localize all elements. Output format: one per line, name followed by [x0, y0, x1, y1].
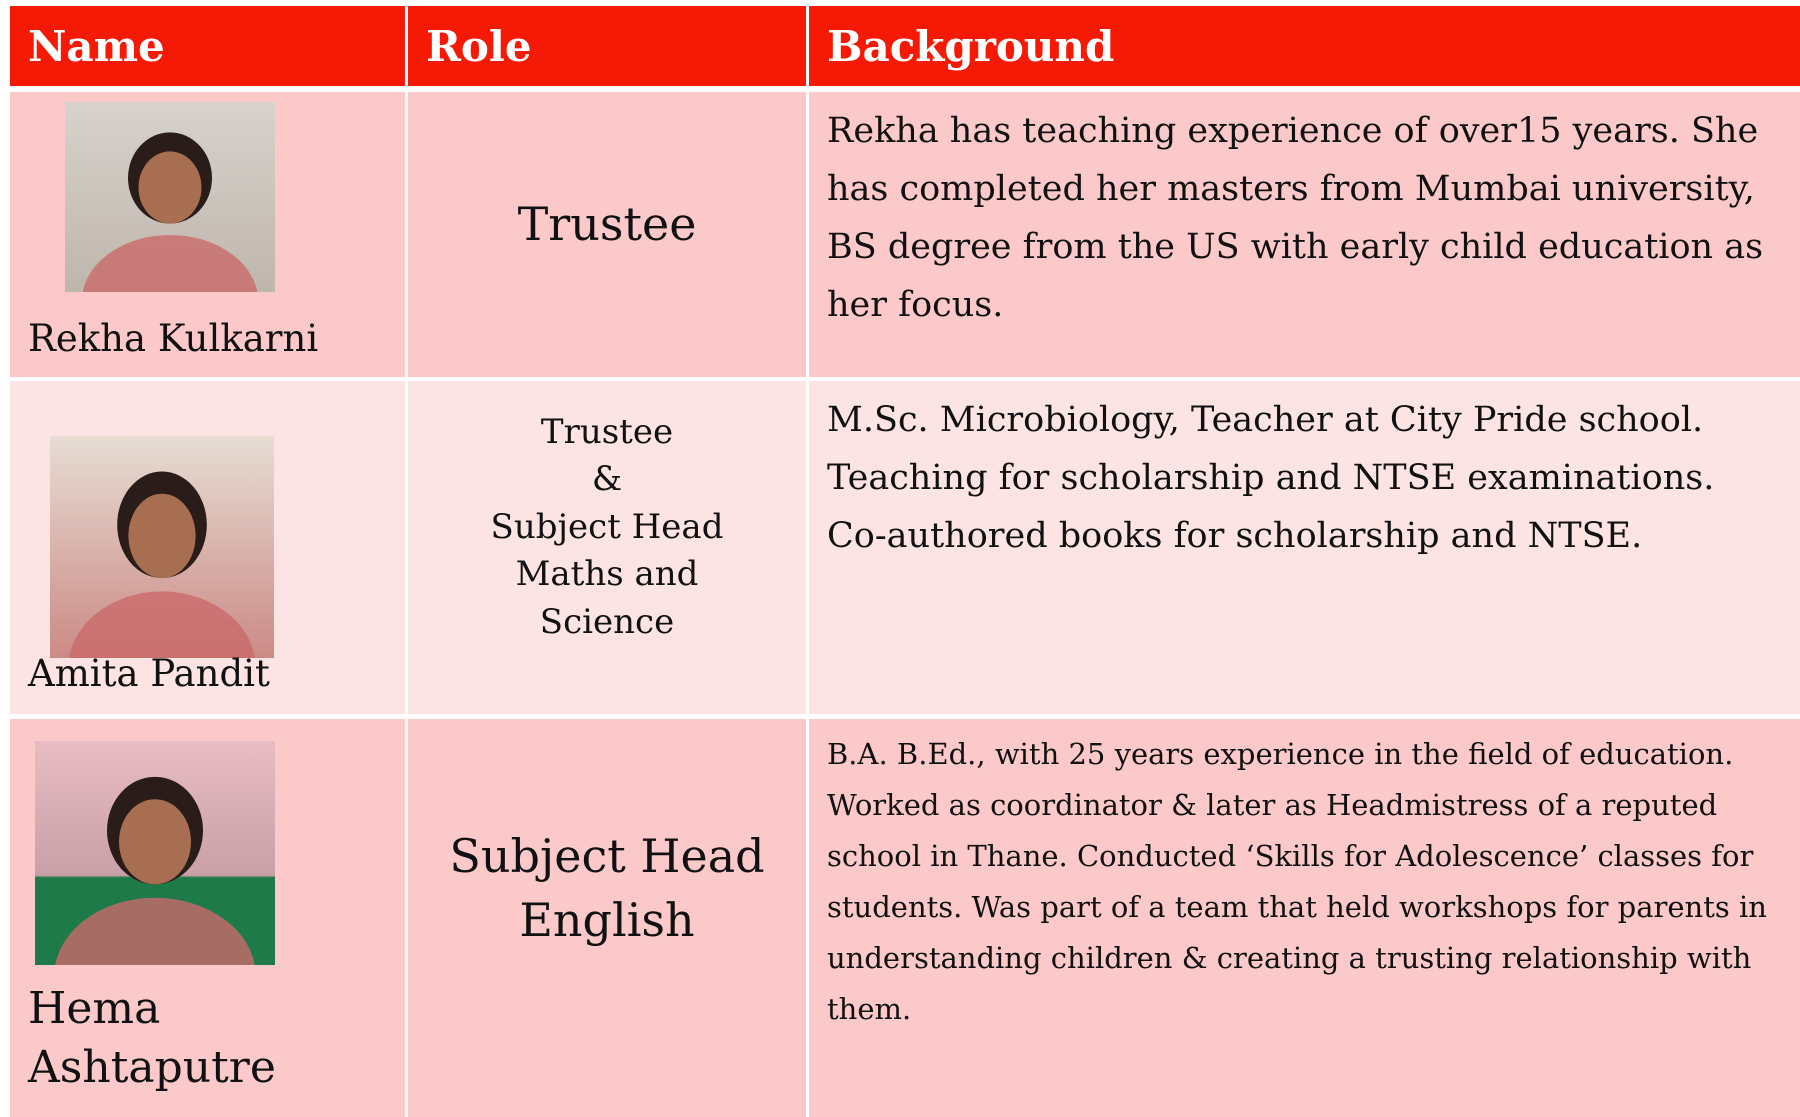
photo [50, 436, 274, 658]
header-name: Name [28, 22, 165, 71]
header-cell: Name [10, 6, 405, 86]
person-name: Hema Ashtaputre [28, 979, 276, 1098]
role-line: & [591, 459, 623, 500]
portrait [68, 471, 256, 658]
background-cell: B.A. B.Ed., with 25 years experience in … [809, 719, 1800, 1117]
name-cell: Amita Pandit [10, 381, 405, 714]
portrait [82, 132, 258, 292]
role-line: Subject Head [490, 506, 724, 547]
portrait [55, 776, 255, 965]
role-line: Science [539, 601, 675, 642]
header-background: Background [827, 22, 1115, 71]
photo [65, 102, 275, 292]
role-cell: Trustee & Subject Head Maths and Science [408, 381, 806, 714]
header-cell: Role [408, 6, 806, 86]
role-line: Trustee [517, 197, 697, 252]
background-text: B.A. B.Ed., with 25 years experience in … [827, 737, 1767, 1026]
background-text: M.Sc. Microbiology, Teacher at City Prid… [827, 400, 1715, 556]
role-line: Subject Head [449, 828, 765, 883]
name-cell: Rekha Kulkarni [10, 92, 405, 377]
background-cell: M.Sc. Microbiology, Teacher at City Prid… [809, 381, 1800, 714]
role-cell: Trustee [408, 92, 806, 377]
name-line: Rekha Kulkarni [28, 317, 319, 360]
background-cell: Rekha has teaching experience of over15 … [809, 92, 1800, 377]
background-text: Rekha has teaching experience of over15 … [827, 111, 1764, 325]
role-line: Maths and [515, 554, 699, 595]
role-cell: Subject Head English [408, 719, 806, 1117]
person-name: Rekha Kulkarni [28, 314, 318, 364]
role-line: Trustee [540, 411, 674, 452]
name-line: Ashtaputre [28, 1042, 276, 1094]
name-line: Hema [28, 983, 161, 1034]
name-line: Amita Pandit [28, 652, 270, 695]
name-cell: Hema Ashtaputre [10, 719, 405, 1117]
person-name: Amita Pandit [28, 649, 270, 699]
header-role: Role [426, 22, 532, 71]
photo [35, 741, 275, 965]
role-line: English [519, 893, 695, 947]
header-cell: Background [809, 6, 1800, 86]
